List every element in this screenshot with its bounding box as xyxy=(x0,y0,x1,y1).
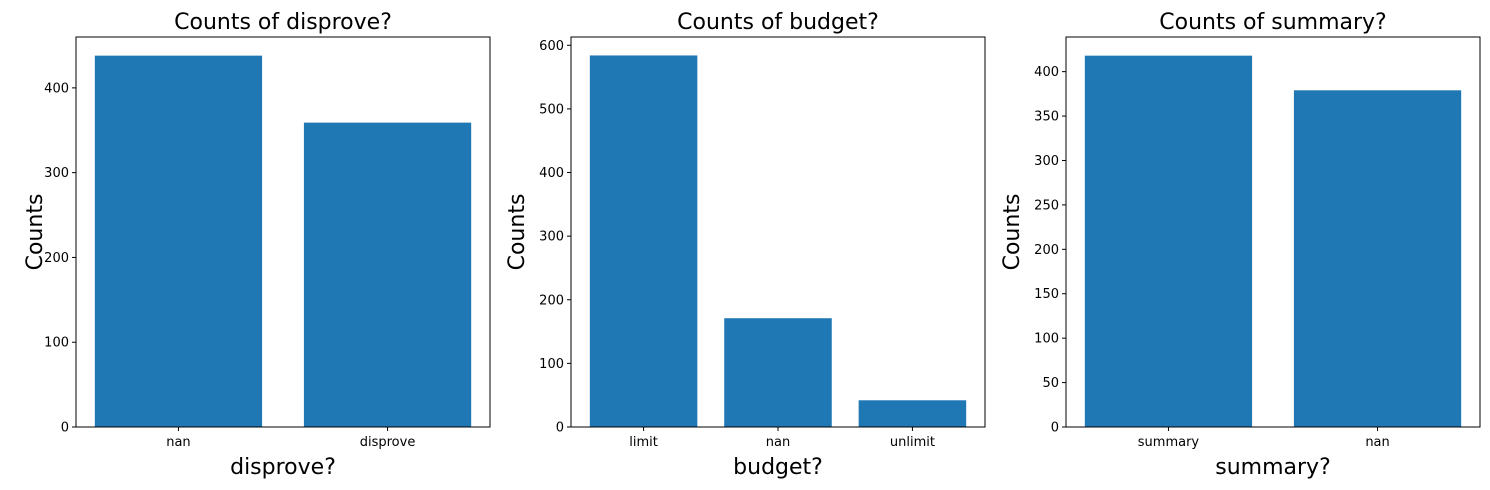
y-tick-label: 400 xyxy=(1034,65,1059,80)
bar-nan xyxy=(724,318,832,427)
x-axis-label: disprove? xyxy=(230,455,336,480)
axes-frame xyxy=(1065,36,1481,428)
bar-disprove xyxy=(303,122,472,427)
x-tick-label: summary xyxy=(1138,435,1200,450)
y-tick-label: 350 xyxy=(1034,110,1059,125)
y-tick-label: 200 xyxy=(1034,243,1059,258)
chart-panel-disprove: Counts of disprove? disprove? Counts 0 10… xyxy=(23,10,491,480)
y-tick-label: 200 xyxy=(539,293,564,308)
y-tick-label: 0 xyxy=(556,421,564,436)
y-tick-label: 100 xyxy=(539,357,564,372)
bar-summary xyxy=(1084,55,1253,427)
y-axis-label: Counts xyxy=(23,194,48,271)
x-axis-label: summary? xyxy=(1215,455,1331,480)
y-tick-label: 100 xyxy=(1034,332,1059,347)
chart-panel-budget: Counts of budget? budget? Counts 0 100 200… xyxy=(505,10,986,480)
chart-title: Counts of summary? xyxy=(1159,10,1386,35)
y-tick-label: 300 xyxy=(44,166,69,181)
y-tick-label: 0 xyxy=(61,421,69,436)
x-tick-label: limit xyxy=(629,435,658,450)
y-tick-label: 500 xyxy=(539,102,564,117)
y-tick-label: 150 xyxy=(1034,287,1059,302)
plot-area: 0 100 200 300 400 nan disprove xyxy=(44,36,491,450)
chart-panel-summary: Counts of summary? summary? Counts 0 50 10… xyxy=(1000,10,1481,480)
plot-area: 0 50 100 150 200 250 300 350 400 summary nan xyxy=(1034,36,1481,450)
chart-title: Counts of disprove? xyxy=(174,10,392,35)
y-axis-label: Counts xyxy=(1000,194,1025,271)
x-tick-label: nan xyxy=(166,435,190,450)
y-tick-label: 0 xyxy=(1051,421,1059,436)
y-tick-label: 600 xyxy=(539,39,564,54)
y-axis-label: Counts xyxy=(505,194,530,271)
x-tick-label: unlimit xyxy=(890,435,935,450)
chart-title: Counts of budget? xyxy=(677,10,879,35)
bar-nan xyxy=(1293,90,1462,428)
bar-limit xyxy=(589,55,698,427)
y-tick-label: 300 xyxy=(1034,154,1059,169)
bar-unlimit xyxy=(858,400,967,427)
y-tick-label: 300 xyxy=(539,230,564,245)
y-tick-label: 250 xyxy=(1034,198,1059,213)
x-tick-label: nan xyxy=(1365,435,1389,450)
y-tick-label: 400 xyxy=(539,166,564,181)
y-tick-label: 200 xyxy=(44,251,69,266)
x-axis-label: budget? xyxy=(733,455,823,480)
plot-area: 0 100 200 300 400 500 600 limit nan unlimit xyxy=(539,36,986,450)
x-tick-label: disprove xyxy=(360,435,416,450)
x-tick-label: nan xyxy=(766,435,790,450)
y-tick-label: 400 xyxy=(44,81,69,96)
axes-frame xyxy=(75,36,491,428)
y-tick-label: 100 xyxy=(44,336,69,351)
bar-nan xyxy=(94,55,263,428)
y-tick-label: 50 xyxy=(1042,376,1059,391)
